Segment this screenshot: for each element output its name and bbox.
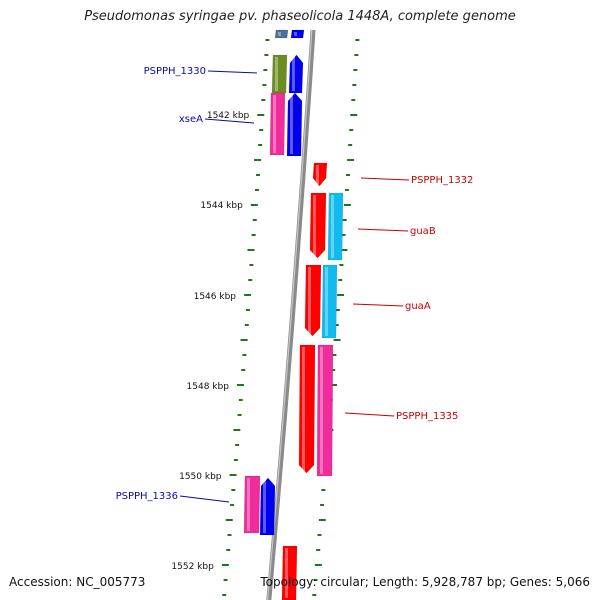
genome-backbone [266, 29, 316, 600]
scale-label: 1546 kbp [194, 292, 237, 302]
reverse-label-leader [344, 412, 395, 417]
forward-feature-label: PSPPH_1330 [144, 66, 206, 77]
gene-pspph-1330-left [271, 54, 288, 94]
gene-top-left-shade [278, 32, 281, 36]
gene-bottom-shade [285, 548, 288, 598]
forward-feature-label: xseA [179, 114, 203, 125]
reverse-label-leader [352, 303, 404, 307]
gene-pspph-1330-left-shade [275, 57, 278, 91]
gene-guab-shade [313, 195, 316, 256]
topology-label: Topology: circular; Length: 5,928,787 bp… [260, 575, 590, 589]
gene-pspph-1335-right-shade [320, 347, 323, 474]
forward-feature-label: PSPPH_1336 [116, 491, 178, 502]
gene-guaa-shade [308, 267, 311, 334]
reverse-label-leader [357, 228, 409, 232]
gene-pspph-1332-shade [316, 165, 319, 184]
reverse-feature-label: PSPPH_1335 [396, 411, 458, 422]
forward-label-leader [207, 70, 258, 74]
reverse-label-leader [360, 177, 410, 181]
gene-pspph-1335-right [316, 344, 334, 477]
gene-xsea [286, 92, 303, 157]
gene-pspph-1336-shade [263, 480, 266, 533]
gene-guab [309, 192, 327, 259]
gene-pspph-1335 [298, 344, 316, 474]
gene-pspph-1336 [259, 477, 276, 536]
scale-label: 1542 kbp [207, 111, 250, 121]
reverse-feature-label: guaA [405, 301, 431, 312]
forward-label-leader [179, 495, 230, 503]
reverse-feature-label: guaB [410, 226, 436, 237]
gene-pspph-1330-shade [292, 57, 295, 91]
gene-pspph-1332 [312, 162, 328, 187]
gene-pspph-1336-left [243, 475, 261, 534]
gene-xsea-left-shade [273, 95, 276, 153]
forward-label-leader [204, 118, 255, 124]
gene-pspph-1330 [288, 54, 304, 94]
gene-top-right-shade [294, 32, 297, 36]
gene-pspph-1336-left-shade [247, 478, 250, 531]
scale-label: 1544 kbp [200, 201, 243, 211]
reverse-feature-label: PSPPH_1332 [411, 175, 473, 186]
gene-bottom [281, 545, 298, 600]
gene-top-left [274, 29, 289, 39]
genome-backbone-highlight [267, 29, 313, 600]
accession-label: Accession: NC_005773 [9, 575, 146, 589]
gene-guaa-right [321, 264, 338, 339]
scale-label: 1548 kbp [187, 382, 230, 392]
gene-guaa [304, 264, 322, 337]
gene-guaa-right-shade [325, 267, 328, 336]
gene-guab-right-shade [331, 195, 334, 258]
gene-pspph-1335-shade [302, 347, 305, 471]
gene-xsea-left [269, 92, 286, 156]
map-title: Pseudomonas syringae pv. phaseolicola 14… [84, 9, 516, 24]
scale-label: 1552 kbp [171, 562, 214, 572]
gene-xsea-shade [290, 95, 293, 154]
gene-top-right [290, 29, 305, 39]
scale-label: 1550 kbp [179, 472, 222, 482]
gene-guab-right [327, 192, 344, 261]
